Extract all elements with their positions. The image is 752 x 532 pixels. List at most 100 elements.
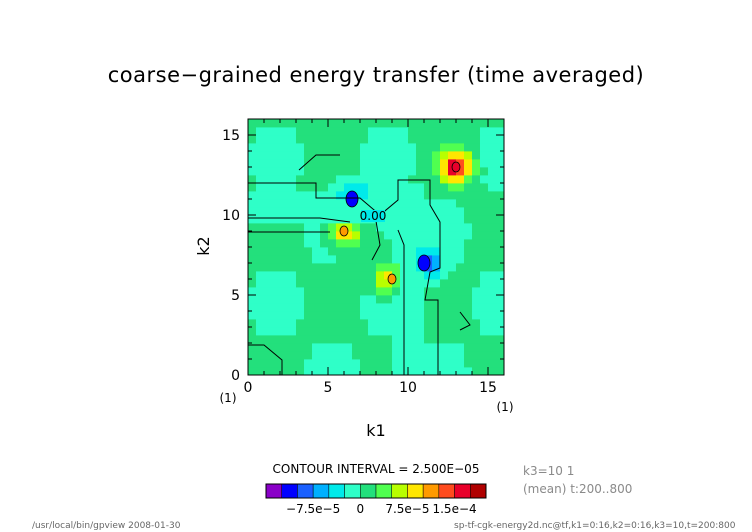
heatmap-cell bbox=[416, 127, 425, 136]
heatmap-cell bbox=[392, 183, 401, 192]
heatmap-cell bbox=[376, 167, 385, 176]
heatmap-cell bbox=[464, 287, 473, 296]
heatmap-cell bbox=[296, 207, 305, 216]
heatmap-cell bbox=[360, 367, 369, 375]
heatmap-cell bbox=[440, 247, 449, 256]
heatmap-cell bbox=[488, 343, 497, 352]
heatmap-cell bbox=[248, 167, 257, 176]
heatmap-cell bbox=[360, 183, 369, 192]
heatmap-cell bbox=[280, 199, 289, 208]
heatmap-cell bbox=[360, 303, 369, 312]
heatmap-cell bbox=[304, 167, 313, 176]
heatmap-cell bbox=[432, 207, 441, 216]
heatmap-cell bbox=[264, 119, 273, 128]
heatmap-cell bbox=[304, 359, 313, 368]
heatmap-cell bbox=[408, 351, 417, 360]
heatmap-cell bbox=[264, 255, 273, 264]
heatmap-cell bbox=[304, 239, 313, 248]
heatmap-cell bbox=[480, 239, 489, 248]
heatmap-cell bbox=[432, 119, 441, 128]
heatmap-cell bbox=[400, 143, 409, 152]
heatmap-cell bbox=[320, 263, 329, 272]
heatmap-cell bbox=[416, 207, 425, 216]
heatmap-cell bbox=[448, 319, 457, 328]
heatmap-cell bbox=[296, 151, 305, 160]
heatmap-cell bbox=[480, 343, 489, 352]
heatmap-cell bbox=[328, 135, 337, 144]
zero-contour-line bbox=[397, 229, 405, 375]
heatmap-cell bbox=[336, 239, 345, 248]
heatmap-cell bbox=[472, 319, 481, 328]
heatmap-cell bbox=[288, 335, 297, 344]
heatmap-cell bbox=[296, 319, 305, 328]
heatmap-cell bbox=[440, 319, 449, 328]
heatmap-cell bbox=[288, 119, 297, 128]
heatmap-cell bbox=[408, 215, 417, 224]
heatmap-cell bbox=[424, 127, 433, 136]
heatmap-cell bbox=[424, 359, 433, 368]
heatmap-cell bbox=[416, 367, 425, 375]
heatmap-cell bbox=[288, 175, 297, 184]
heatmap-cell bbox=[480, 311, 489, 320]
heatmap-cell bbox=[312, 159, 321, 168]
heatmap-cell bbox=[432, 159, 441, 168]
heatmap-cell bbox=[488, 159, 497, 168]
heatmap-cell bbox=[456, 295, 465, 304]
heatmap-cell bbox=[344, 319, 353, 328]
heatmap-cell bbox=[344, 231, 353, 240]
heatmap-cell bbox=[336, 319, 345, 328]
heatmap-cell bbox=[248, 207, 257, 216]
heatmap-cell bbox=[400, 175, 409, 184]
heatmap-cell bbox=[344, 303, 353, 312]
heatmap-cell bbox=[424, 207, 433, 216]
heatmap-cell bbox=[368, 335, 377, 344]
heatmap-cell bbox=[312, 311, 321, 320]
zero-contour-line bbox=[371, 214, 381, 261]
heatmap-cell bbox=[424, 247, 433, 256]
heatmap-cell bbox=[464, 351, 473, 360]
heatmap-cell bbox=[296, 135, 305, 144]
heatmap-cell bbox=[480, 303, 489, 312]
heatmap-cell bbox=[400, 167, 409, 176]
heatmap-cell bbox=[344, 295, 353, 304]
maximum-marker bbox=[387, 273, 397, 285]
heatmap-cell bbox=[416, 295, 425, 304]
heatmap-cell bbox=[320, 255, 329, 264]
heatmap-cell bbox=[248, 127, 257, 136]
heatmap-cell bbox=[280, 367, 289, 375]
heatmap-cell bbox=[472, 215, 481, 224]
heatmap-cell bbox=[280, 215, 289, 224]
heatmap-cell bbox=[320, 135, 329, 144]
heatmap-cell bbox=[320, 207, 329, 216]
heatmap-cell bbox=[296, 279, 305, 288]
heatmap-cell bbox=[264, 327, 273, 336]
heatmap-cell bbox=[480, 367, 489, 375]
heatmap-cell bbox=[256, 191, 265, 200]
heatmap-cell bbox=[368, 311, 377, 320]
heatmap-cell bbox=[280, 303, 289, 312]
heatmap-cell bbox=[368, 119, 377, 128]
heatmap-cell bbox=[384, 271, 393, 280]
heatmap-cell bbox=[352, 151, 361, 160]
heatmap-cell bbox=[440, 143, 449, 152]
heatmap-cell bbox=[280, 311, 289, 320]
heatmap-cell bbox=[336, 175, 345, 184]
heatmap-cell bbox=[488, 247, 497, 256]
heatmap-cell bbox=[360, 135, 369, 144]
heatmap-cell bbox=[344, 119, 353, 128]
heatmap-cell bbox=[336, 311, 345, 320]
heatmap-cell bbox=[256, 367, 265, 375]
heatmap-cell bbox=[416, 215, 425, 224]
heatmap-cell bbox=[376, 359, 385, 368]
heatmap-cell bbox=[368, 343, 377, 352]
heatmap-cell bbox=[352, 271, 361, 280]
heatmap-cell bbox=[368, 135, 377, 144]
heatmap-cell bbox=[424, 295, 433, 304]
x-tick-label: 0 bbox=[244, 380, 253, 396]
heatmap-cell bbox=[416, 319, 425, 328]
heatmap-cell bbox=[264, 319, 273, 328]
heatmap-cell bbox=[456, 239, 465, 248]
heatmap-cell bbox=[264, 311, 273, 320]
heatmap-cell bbox=[392, 239, 401, 248]
heatmap-cell bbox=[448, 271, 457, 280]
